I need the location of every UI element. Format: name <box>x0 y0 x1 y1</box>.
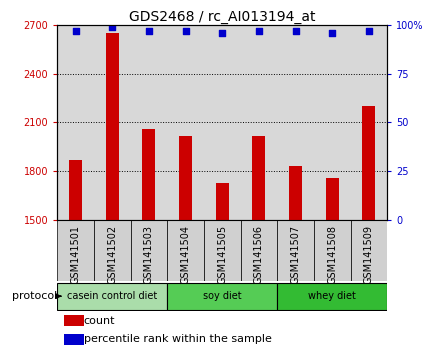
Text: percentile rank within the sample: percentile rank within the sample <box>84 334 271 344</box>
Bar <box>351 220 387 281</box>
Text: GSM141505: GSM141505 <box>217 225 227 284</box>
Point <box>292 28 299 34</box>
Bar <box>277 220 314 281</box>
Bar <box>277 25 314 220</box>
Bar <box>64 315 84 326</box>
Bar <box>289 166 302 220</box>
Bar <box>94 220 131 281</box>
Text: casein control diet: casein control diet <box>67 291 158 301</box>
Bar <box>351 25 387 220</box>
Bar <box>167 220 204 281</box>
Point <box>109 24 116 30</box>
Point <box>145 28 152 34</box>
Text: GSM141507: GSM141507 <box>290 225 301 284</box>
Bar <box>167 282 277 310</box>
Text: GSM141509: GSM141509 <box>364 225 374 284</box>
Text: protocol: protocol <box>12 291 57 301</box>
Text: GSM141508: GSM141508 <box>327 225 337 284</box>
Bar <box>314 220 351 281</box>
Point <box>329 30 336 35</box>
Bar <box>106 33 119 220</box>
Point <box>255 28 262 34</box>
Bar <box>131 220 167 281</box>
Text: GSM141501: GSM141501 <box>70 225 81 284</box>
Bar <box>314 25 351 220</box>
Text: GSM141504: GSM141504 <box>180 225 191 284</box>
Point <box>219 30 226 35</box>
Bar <box>167 25 204 220</box>
Bar <box>277 282 387 310</box>
Bar <box>363 106 375 220</box>
Bar <box>57 25 94 220</box>
Bar <box>57 282 167 310</box>
Text: whey diet: whey diet <box>308 291 356 301</box>
Bar <box>143 129 155 220</box>
Bar <box>131 25 167 220</box>
Text: GSM141503: GSM141503 <box>144 225 154 284</box>
Text: GSM141502: GSM141502 <box>107 225 117 284</box>
Point <box>365 28 372 34</box>
Bar <box>69 160 82 220</box>
Bar <box>204 220 241 281</box>
Bar <box>253 136 265 220</box>
Bar <box>94 25 131 220</box>
Text: soy diet: soy diet <box>203 291 242 301</box>
Bar <box>241 220 277 281</box>
Bar <box>241 25 277 220</box>
Bar <box>326 178 339 220</box>
Point <box>182 28 189 34</box>
Bar <box>179 136 192 220</box>
Bar <box>64 334 84 344</box>
Text: count: count <box>84 316 115 326</box>
Title: GDS2468 / rc_AI013194_at: GDS2468 / rc_AI013194_at <box>129 10 315 24</box>
Bar <box>57 220 94 281</box>
Text: GSM141506: GSM141506 <box>254 225 264 284</box>
Bar <box>204 25 241 220</box>
Bar <box>216 183 229 220</box>
Point <box>72 28 79 34</box>
